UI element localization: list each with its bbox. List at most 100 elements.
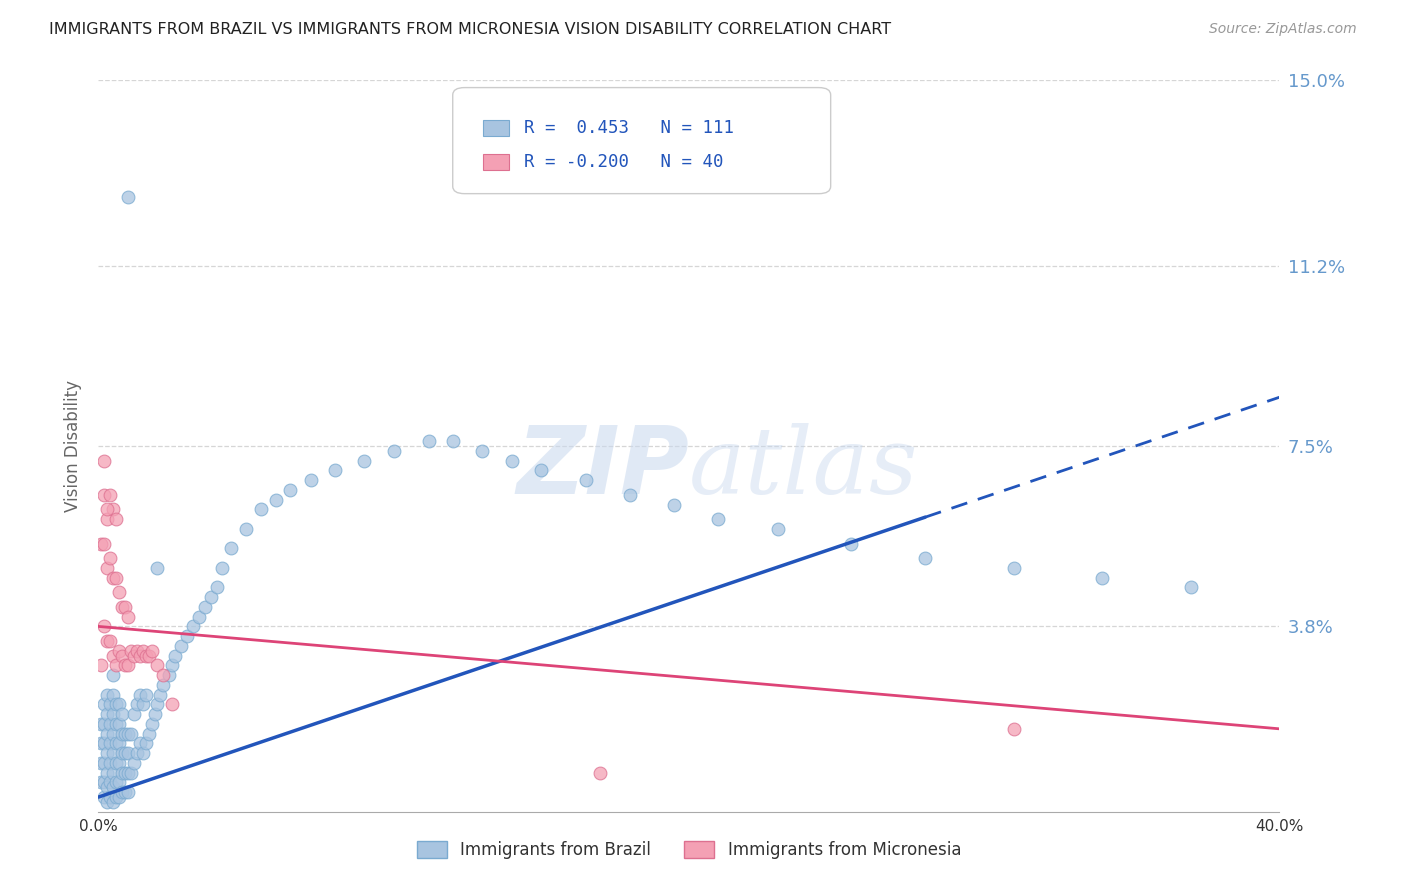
Point <box>103 795 125 809</box>
Point <box>96 780 118 795</box>
Legend: Immigrants from Brazil, Immigrants from Micronesia: Immigrants from Brazil, Immigrants from … <box>411 834 967 865</box>
Point <box>105 790 128 805</box>
Point <box>103 668 125 682</box>
Point <box>589 765 612 780</box>
Point <box>120 644 142 658</box>
Point <box>200 590 222 604</box>
Point <box>766 522 789 536</box>
Point <box>103 727 125 741</box>
Point <box>96 795 118 809</box>
Text: Source: ZipAtlas.com: Source: ZipAtlas.com <box>1209 22 1357 37</box>
Point <box>122 707 145 722</box>
Point <box>98 790 121 805</box>
Point <box>1091 571 1114 585</box>
Point <box>90 775 112 789</box>
Point <box>1002 561 1025 575</box>
Point <box>125 698 148 712</box>
Point <box>96 746 118 760</box>
Point <box>93 775 115 789</box>
Point <box>90 736 112 750</box>
Point <box>132 746 155 760</box>
Point <box>98 736 121 750</box>
Point <box>93 698 115 712</box>
Point <box>117 609 139 624</box>
Point <box>471 443 494 458</box>
Point <box>105 717 128 731</box>
Point <box>108 790 131 805</box>
Text: R = -0.200   N = 40: R = -0.200 N = 40 <box>523 153 723 171</box>
Point <box>120 765 142 780</box>
Point <box>205 581 228 595</box>
Text: IMMIGRANTS FROM BRAZIL VS IMMIGRANTS FROM MICRONESIA VISION DISABILITY CORRELATI: IMMIGRANTS FROM BRAZIL VS IMMIGRANTS FRO… <box>49 22 891 37</box>
Point <box>707 512 730 526</box>
Point <box>96 765 118 780</box>
Point <box>122 648 145 663</box>
Point <box>111 648 134 663</box>
Point <box>114 785 136 799</box>
Point <box>146 698 169 712</box>
Point <box>914 551 936 566</box>
Point <box>103 571 125 585</box>
Point <box>138 648 160 663</box>
Point <box>103 765 125 780</box>
Point <box>105 571 128 585</box>
Point <box>93 453 115 467</box>
Point <box>135 648 157 663</box>
Point <box>664 498 686 512</box>
Point <box>114 599 136 614</box>
Point <box>90 658 112 673</box>
Point <box>111 599 134 614</box>
Point <box>221 541 243 556</box>
Point <box>841 536 863 550</box>
Point <box>98 698 121 712</box>
Point <box>152 678 174 692</box>
Point <box>114 746 136 760</box>
Point <box>128 648 150 663</box>
Point <box>146 561 169 575</box>
Point <box>181 619 204 633</box>
Point <box>125 644 148 658</box>
Point <box>98 756 121 770</box>
Point <box>418 434 440 449</box>
Point <box>96 502 118 516</box>
Point <box>98 634 121 648</box>
Point <box>132 644 155 658</box>
Point <box>108 585 131 599</box>
Point <box>264 492 287 507</box>
Point <box>93 619 115 633</box>
Text: atlas: atlas <box>689 423 918 513</box>
FancyBboxPatch shape <box>484 154 509 170</box>
Point <box>96 561 118 575</box>
Point <box>96 512 118 526</box>
FancyBboxPatch shape <box>453 87 831 194</box>
Point <box>93 736 115 750</box>
Point <box>1002 722 1025 736</box>
Point <box>128 736 150 750</box>
Point <box>98 488 121 502</box>
Point <box>143 707 166 722</box>
Point <box>90 536 112 550</box>
Point <box>117 746 139 760</box>
Point <box>323 463 346 477</box>
Point <box>93 790 115 805</box>
Point <box>128 688 150 702</box>
Point <box>120 727 142 741</box>
Point <box>211 561 233 575</box>
Point <box>103 707 125 722</box>
Point <box>441 434 464 449</box>
Point <box>135 688 157 702</box>
Point <box>353 453 375 467</box>
Point <box>122 756 145 770</box>
Point <box>132 698 155 712</box>
Point <box>1180 581 1202 595</box>
Point <box>103 746 125 760</box>
Point <box>96 688 118 702</box>
Point <box>111 707 134 722</box>
Point <box>103 502 125 516</box>
Point <box>98 717 121 731</box>
Text: R =  0.453   N = 111: R = 0.453 N = 111 <box>523 119 734 136</box>
Point <box>135 736 157 750</box>
Point <box>96 707 118 722</box>
Point <box>103 780 125 795</box>
Point <box>299 473 322 487</box>
